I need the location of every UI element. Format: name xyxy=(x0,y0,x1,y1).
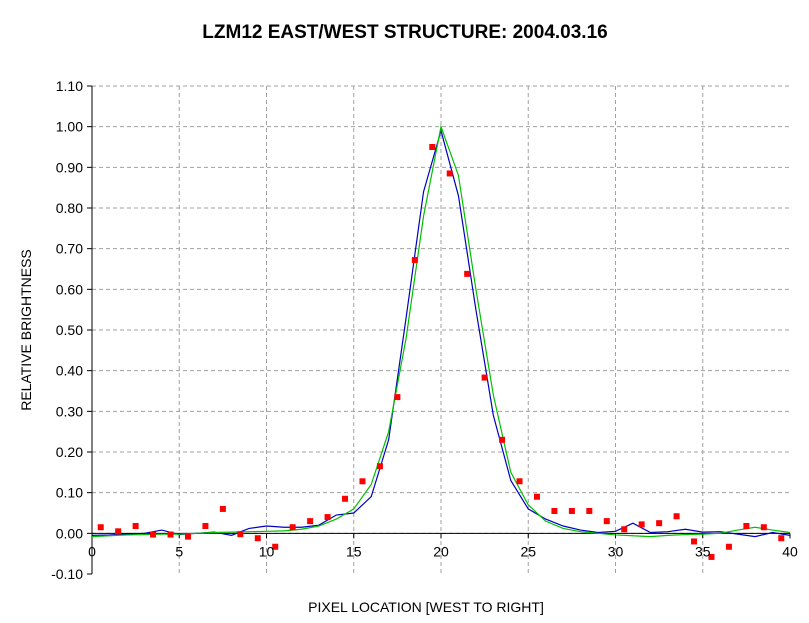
tick-labels: -0.10 0.00 0.10 0.20 0.30 0.40 0.50 0.60 0.70 0.8… xyxy=(51,78,798,582)
data-point xyxy=(725,543,732,550)
data-point xyxy=(499,436,506,443)
data-point xyxy=(656,520,663,527)
data-point xyxy=(516,478,523,485)
data-point xyxy=(272,543,279,550)
data-point xyxy=(638,521,645,528)
data-point xyxy=(621,526,628,533)
y-tick-label: 0.90 xyxy=(56,159,83,175)
data-point xyxy=(202,523,209,530)
y-tick-label: 0.80 xyxy=(56,200,83,216)
data-point xyxy=(184,533,191,540)
data-point xyxy=(289,524,296,531)
y-tick-label: 0.00 xyxy=(56,525,83,541)
x-tick-label: 40 xyxy=(782,543,798,559)
y-tick-label: 0.20 xyxy=(56,444,83,460)
data-point xyxy=(586,507,593,514)
y-tick-label: 0.10 xyxy=(56,485,83,501)
y-tick-label: 1.10 xyxy=(56,78,83,94)
data-point xyxy=(533,493,540,500)
x-tick-label: 35 xyxy=(695,543,711,559)
data-point xyxy=(150,531,157,538)
x-tick-label: 0 xyxy=(88,543,96,559)
data-point xyxy=(673,513,680,520)
data-point xyxy=(481,374,488,381)
data-point xyxy=(778,535,785,542)
y-axis-label: RELATIVE BRIGHTNESS xyxy=(18,249,34,411)
data-point xyxy=(411,257,418,264)
x-tick-label: 15 xyxy=(346,543,362,559)
y-tick-label: -0.10 xyxy=(51,566,83,582)
series-line-3 xyxy=(91,124,791,538)
y-tick-label: 1.00 xyxy=(56,119,83,135)
data-point xyxy=(446,170,453,177)
x-tick-label: 5 xyxy=(175,543,183,559)
y-tick-label: 0.30 xyxy=(56,403,83,419)
data-point xyxy=(743,523,750,530)
data-point xyxy=(568,507,575,514)
y-tick-label: 0.50 xyxy=(56,322,83,338)
data-point xyxy=(394,394,401,401)
data-point xyxy=(359,478,366,485)
data-point xyxy=(342,495,349,502)
data-point xyxy=(254,535,261,542)
data-point xyxy=(219,505,226,512)
x-tick-label: 10 xyxy=(259,543,275,559)
data-point xyxy=(115,528,122,535)
data-point xyxy=(603,518,610,525)
data-point xyxy=(307,518,314,525)
x-tick-label: 25 xyxy=(520,543,536,559)
x-tick-label: 20 xyxy=(433,543,449,559)
data-point xyxy=(167,531,174,538)
chart-title: LZM12 EAST/WEST STRUCTURE: 2004.03.16 xyxy=(202,22,607,43)
data-point xyxy=(464,270,471,277)
data-point xyxy=(760,524,767,531)
data-point xyxy=(551,507,558,514)
data-point xyxy=(708,553,715,560)
data-point xyxy=(97,524,104,531)
series-group xyxy=(91,124,791,560)
data-point xyxy=(691,538,698,545)
data-point xyxy=(376,463,383,470)
x-tick-label: 30 xyxy=(608,543,624,559)
y-tick-label: 0.40 xyxy=(56,363,83,379)
data-point xyxy=(237,531,244,538)
data-point xyxy=(429,144,436,150)
gridlines xyxy=(92,85,790,574)
x-axis-label: PIXEL LOCATION [WEST TO RIGHT] xyxy=(308,599,544,615)
y-tick-label: 0.70 xyxy=(56,241,83,257)
data-point xyxy=(324,514,331,521)
data-point xyxy=(132,523,139,530)
y-tick-label: 0.60 xyxy=(56,281,83,297)
